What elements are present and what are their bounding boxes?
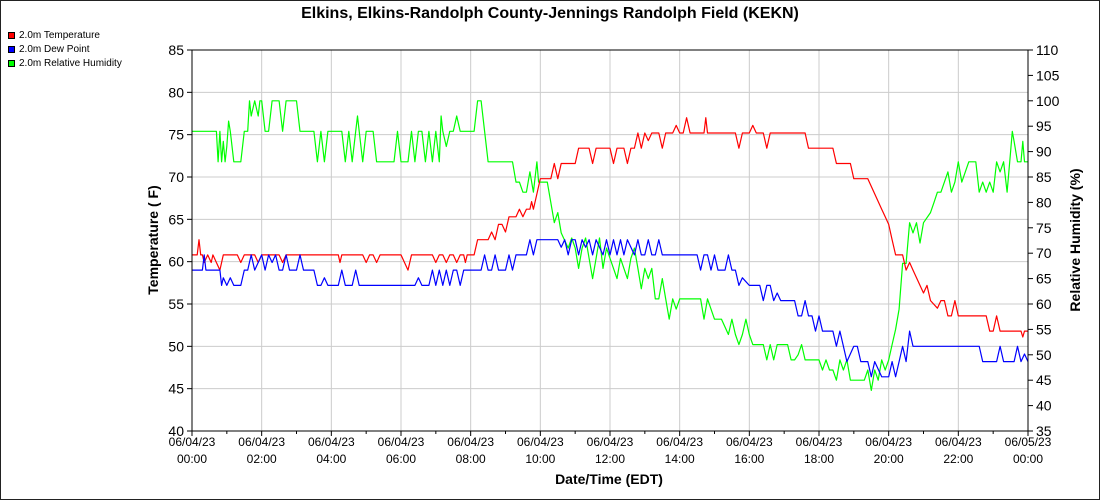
x-tick-date: 06/04/23 <box>517 435 564 449</box>
right-tick-label: 50 <box>1036 347 1052 363</box>
right-tick-label: 40 <box>1036 398 1052 414</box>
right-tick-label: 60 <box>1036 296 1052 312</box>
legend-swatch-temperature <box>8 31 15 39</box>
right-axis-label: Relative Humidity (%) <box>1067 168 1083 311</box>
x-axis-ticks: 06/04/23 00:00 06/04/23 02:00 06/04/23 04:00 0… <box>169 431 1052 466</box>
x-tick-time: 00:00 <box>1013 452 1043 466</box>
right-tick-label: 65 <box>1036 271 1052 287</box>
right-tick-label: 35 <box>1036 423 1052 439</box>
series-dew-point-line <box>192 239 1029 378</box>
x-tick-time: 04:00 <box>316 452 346 466</box>
left-tick-label: 40 <box>168 423 184 439</box>
left-tick-label: 85 <box>168 42 184 58</box>
x-tick-time: 02:00 <box>247 452 277 466</box>
x-tick-date: 06/04/23 <box>656 435 703 449</box>
left-tick-label: 65 <box>168 211 184 227</box>
legend-swatch-dew-point <box>8 45 15 53</box>
x-tick-time: 16:00 <box>734 452 764 466</box>
x-tick-date: 06/04/23 <box>238 435 285 449</box>
legend-swatch-relative-humidity <box>8 59 15 67</box>
x-tick-date: 06/04/23 <box>935 435 982 449</box>
left-tick-label: 50 <box>168 338 184 354</box>
x-tick-date: 06/04/23 <box>169 435 216 449</box>
x-tick-time: 10:00 <box>525 452 555 466</box>
x-tick-time: 06:00 <box>386 452 416 466</box>
right-tick-label: 75 <box>1036 220 1052 236</box>
x-tick-date: 06/04/23 <box>865 435 912 449</box>
right-tick-label: 80 <box>1036 194 1052 210</box>
right-tick-label: 55 <box>1036 321 1052 337</box>
left-tick-label: 60 <box>168 254 184 270</box>
x-tick-time: 08:00 <box>456 452 486 466</box>
x-tick-time: 22:00 <box>943 452 973 466</box>
right-axis-ticks: 35 40 45 50 55 60 65 70 75 80 85 90 95 100 105 110 <box>1028 42 1060 439</box>
legend-label-relative-humidity: 2.0m Relative Humidity <box>19 57 122 69</box>
left-tick-label: 70 <box>168 169 184 185</box>
x-tick-date: 06/04/23 <box>726 435 773 449</box>
series-temperature-line <box>192 117 1028 338</box>
right-tick-label: 45 <box>1036 372 1052 388</box>
left-tick-label: 80 <box>168 84 184 100</box>
right-tick-label: 100 <box>1036 93 1060 109</box>
left-tick-label: 75 <box>168 127 184 143</box>
x-tick-time: 18:00 <box>804 452 834 466</box>
left-tick-label: 45 <box>168 381 184 397</box>
x-tick-time: 12:00 <box>595 452 625 466</box>
x-tick-date: 06/04/23 <box>308 435 355 449</box>
right-tick-label: 110 <box>1036 42 1059 58</box>
right-tick-label: 70 <box>1036 245 1052 261</box>
right-tick-label: 95 <box>1036 118 1052 134</box>
legend-item-relative-humidity: 2.0m Relative Humidity <box>8 56 122 70</box>
legend-label-temperature: 2.0m Temperature <box>19 29 100 41</box>
x-tick-date: 06/04/23 <box>378 435 425 449</box>
legend-label-dew-point: 2.0m Dew Point <box>19 43 90 55</box>
left-axis-label: Temperature ( F) <box>145 185 161 294</box>
legend-item-temperature: 2.0m Temperature <box>8 28 122 42</box>
x-tick-date: 06/04/23 <box>447 435 494 449</box>
x-tick-time: 14:00 <box>665 452 695 466</box>
left-tick-label: 55 <box>168 296 184 312</box>
right-tick-label: 105 <box>1036 67 1060 83</box>
left-axis-ticks: 40 45 50 55 60 65 70 75 80 85 <box>168 42 192 439</box>
legend-item-dew-point: 2.0m Dew Point <box>8 42 122 56</box>
series-relative-humidity-line <box>192 100 1028 391</box>
x-tick-date: 06/04/23 <box>587 435 634 449</box>
chart-title: Elkins, Elkins-Randolph County-Jennings … <box>301 5 799 22</box>
x-tick-date: 06/04/23 <box>796 435 843 449</box>
x-tick-time: 00:00 <box>177 452 207 466</box>
right-tick-label: 90 <box>1036 144 1052 160</box>
x-axis-label: Date/Time (EDT) <box>555 471 663 487</box>
series-lines <box>192 100 1029 391</box>
right-tick-label: 85 <box>1036 169 1052 185</box>
x-tick-time: 20:00 <box>874 452 904 466</box>
legend: 2.0m Temperature 2.0m Dew Point 2.0m Rel… <box>8 28 122 70</box>
x-tick-date: 06/05/23 <box>1005 435 1052 449</box>
grid <box>191 49 1029 432</box>
